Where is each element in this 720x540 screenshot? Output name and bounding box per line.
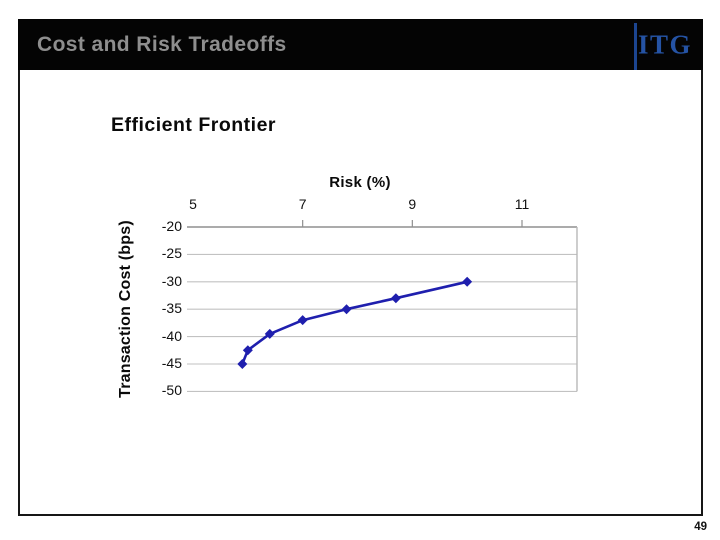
y-tick-label: -25 [161, 245, 182, 262]
y-tick-label: -45 [161, 355, 182, 371]
chart-title: Efficient Frontier [111, 114, 277, 136]
x-tick-label: 7 [298, 196, 307, 212]
slide-title: Cost and Risk Tradeoffs [37, 32, 287, 56]
itg-logo: ITG [637, 29, 692, 59]
slide-title-bar: Cost and Risk Tradeoffs ITG [18, 19, 703, 70]
y-tick-label: -50 [161, 382, 182, 399]
x-tick-label: 9 [408, 196, 417, 212]
y-tick-label: -35 [161, 300, 182, 317]
y-tick-label: -20 [161, 218, 182, 234]
logo-divider-line [634, 23, 637, 70]
x-tick-label: 11 [514, 196, 530, 212]
x-axis-title: Risk (%) [329, 174, 391, 191]
page-number: 49 [694, 521, 707, 533]
y-tick-label: -40 [161, 327, 182, 344]
y-tick-label: -30 [161, 272, 182, 289]
x-tick-label: 5 [189, 196, 197, 212]
